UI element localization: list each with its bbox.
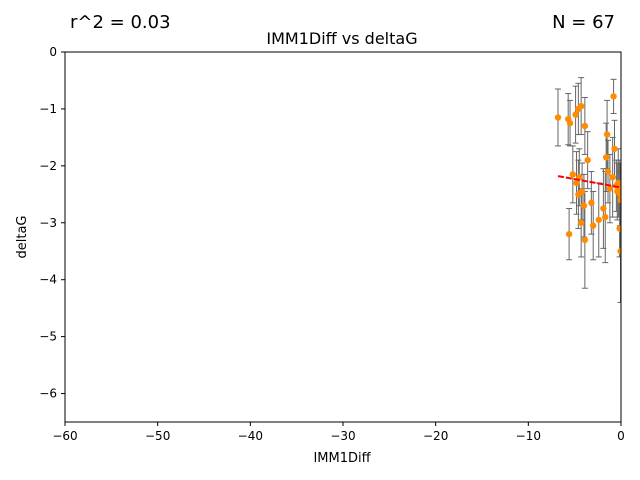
data-point: [584, 156, 591, 164]
data-point: [600, 205, 607, 212]
data-point: [565, 230, 573, 238]
x-axis-label: IMM1Diff: [313, 451, 371, 466]
data-point: [554, 114, 562, 121]
data-point: [573, 179, 580, 187]
data-point: [617, 196, 621, 204]
data-point: [611, 145, 618, 152]
y-axis-label: deltaG: [15, 216, 30, 259]
data-point: [616, 191, 621, 198]
y-tick-label: −2: [39, 159, 57, 173]
data-point: [602, 154, 610, 161]
data-point: [617, 248, 621, 255]
r-squared-annotation: r^2 = 0.03: [70, 12, 171, 33]
data-point: [569, 171, 577, 178]
x-tick-label: −20: [423, 429, 448, 443]
x-tick-label: 0: [617, 429, 625, 443]
data-point: [577, 102, 585, 110]
x-tick-label: −30: [330, 429, 355, 443]
data-point: [588, 199, 595, 207]
y-tick-label: −6: [39, 387, 57, 401]
data-point: [609, 174, 616, 181]
chart-axes: −60 −50 −40 −30 −20 −10 0 0 −1 −2 −3 −4 −5 −6: [39, 45, 625, 443]
data-point: [603, 131, 611, 138]
chart-title: IMM1Diff vs deltaG: [266, 29, 417, 48]
data-point: [580, 202, 588, 209]
data-point: [577, 219, 585, 226]
x-tick-label: −50: [145, 429, 170, 443]
data-point: [616, 225, 621, 232]
data-point: [606, 185, 614, 192]
data-point: [581, 236, 589, 244]
y-tick-label: −3: [39, 216, 57, 230]
y-tick-label: 0: [49, 45, 57, 59]
data-point: [572, 111, 579, 118]
data-point: [602, 213, 609, 221]
y-tick-label: −4: [39, 273, 57, 287]
regression-line: [557, 175, 621, 189]
x-tick-label: −10: [516, 429, 541, 443]
data-point: [566, 119, 574, 127]
x-tick-label: −60: [52, 429, 77, 443]
data-point: [581, 122, 589, 130]
data-point: [590, 222, 597, 229]
y-tick-label: −1: [39, 102, 57, 116]
sample-count-annotation: N = 67: [552, 12, 615, 33]
data-point: [595, 216, 602, 224]
data-point: [610, 93, 617, 100]
data-point: [604, 168, 612, 175]
data-point: [578, 188, 586, 195]
x-tick-label: −40: [238, 429, 263, 443]
y-tick-label: −5: [39, 330, 57, 344]
data-point: [615, 179, 621, 187]
